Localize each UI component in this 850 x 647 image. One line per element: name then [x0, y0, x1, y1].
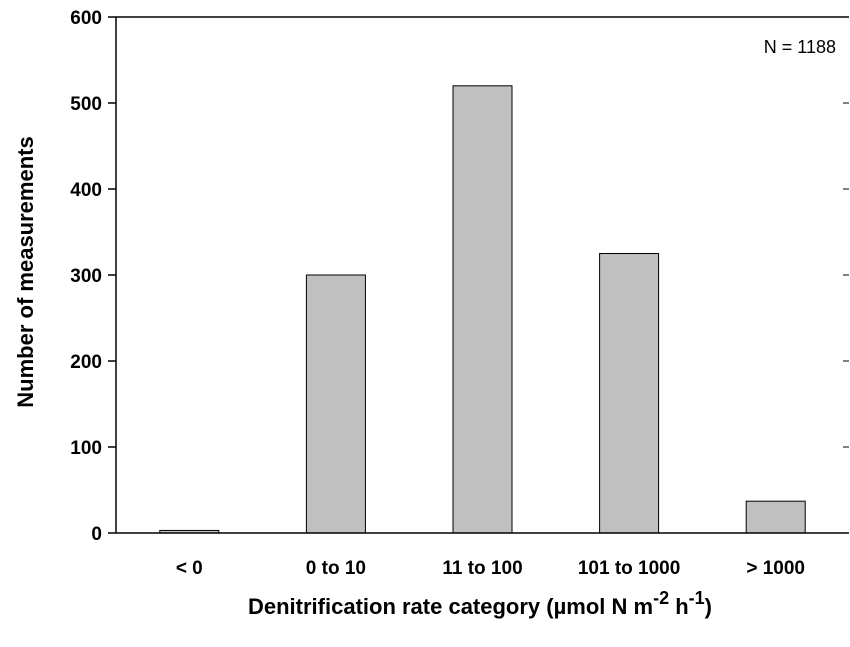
y-axis-title: Number of measurements	[13, 136, 38, 407]
x-axis-title-prefix: Denitrification rate category (µmol N m	[248, 594, 653, 619]
x-axis-title-sup1: -2	[653, 588, 669, 608]
y-tick-label: 0	[91, 524, 102, 545]
bar-4	[745, 500, 806, 534]
x-tick-label: < 0	[176, 558, 203, 579]
x-tick-label: 101 to 1000	[578, 558, 680, 579]
y-tick-label: 600	[70, 8, 102, 29]
x-tick-label: > 1000	[746, 558, 805, 579]
y-tick-label: 200	[70, 352, 102, 373]
y-tick-label: 400	[70, 180, 102, 201]
x-axis-title: Denitrification rate category (µmol N m-…	[248, 588, 712, 619]
y-tick-label: 500	[70, 94, 102, 115]
y-axis-ticks: 0 100 200 300 400 500 600	[70, 8, 849, 545]
x-axis-title-suffix: )	[705, 594, 712, 619]
y-tick-label: 100	[70, 438, 102, 459]
bar-1	[305, 274, 366, 534]
x-tick-label: 11 to 100	[442, 558, 522, 579]
x-tick-label: 0 to 10	[306, 558, 366, 579]
x-axis-title-sup2: -1	[689, 588, 705, 608]
x-axis-ticks: < 0 0 to 10 11 to 100 101 to 1000 > 1000	[176, 558, 805, 579]
y-tick-label: 300	[70, 266, 102, 287]
bar-3	[599, 253, 660, 534]
annotation-n: N = 1188	[764, 37, 836, 57]
bar-2	[452, 85, 513, 534]
x-axis-title-middle: h	[669, 594, 689, 619]
bars-group	[159, 85, 806, 534]
